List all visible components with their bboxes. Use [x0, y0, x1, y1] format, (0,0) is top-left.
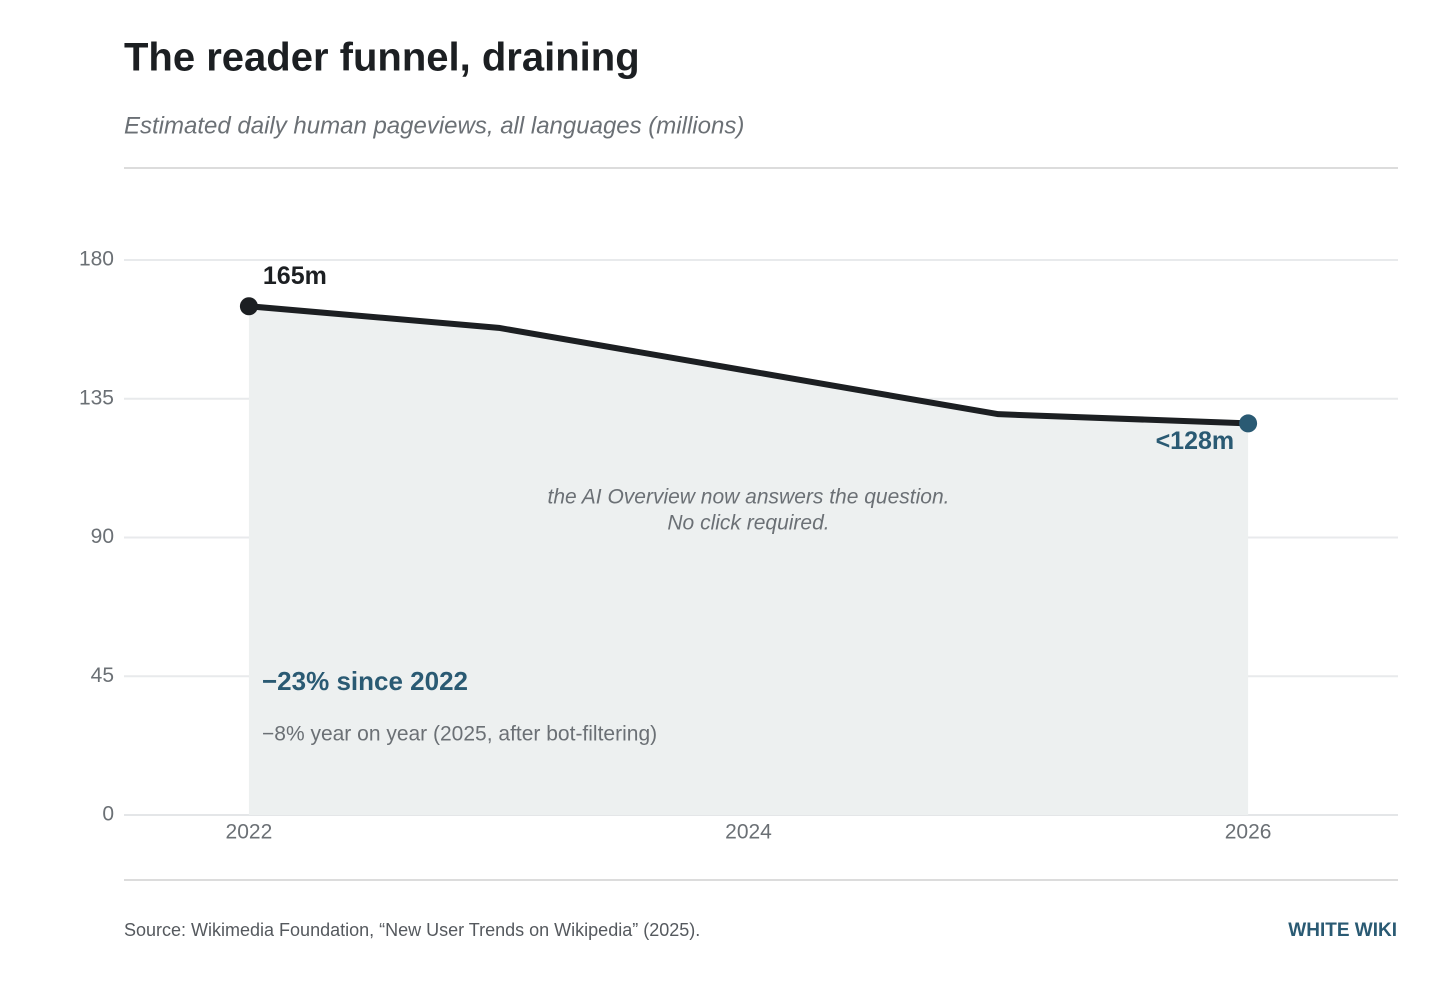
annotation: −8% year on year (2025, after bot-filter… [262, 723, 657, 746]
y-tick-label: 90 [91, 525, 114, 548]
x-tick-label: 2024 [725, 821, 772, 844]
annotation-headline: −23% since 2022 [262, 666, 468, 696]
x-tick-label: 2022 [226, 821, 273, 844]
value-label: <128m [1156, 427, 1235, 455]
chart-subtitle: Estimated daily human pageviews, all lan… [124, 112, 744, 139]
line [248, 303, 1249, 427]
point [1239, 414, 1258, 433]
brand: WHITE WIKI [1288, 920, 1397, 941]
annotation: No click required. [667, 512, 829, 535]
y-tick-label: 45 [91, 664, 114, 687]
annotation: the AI Overview now answers the question… [548, 486, 950, 509]
area [248, 306, 1249, 815]
source: Source: Wikimedia Foundation, “New User … [124, 920, 700, 940]
point [239, 297, 258, 316]
value-label: 165m [263, 262, 327, 290]
y-tick-label: 180 [79, 248, 114, 271]
y-tick-label: 0 [102, 803, 114, 826]
chart-title: The reader funnel, draining [124, 36, 640, 80]
y-tick-label: 135 [79, 386, 114, 409]
x-tick-label: 2026 [1225, 821, 1272, 844]
